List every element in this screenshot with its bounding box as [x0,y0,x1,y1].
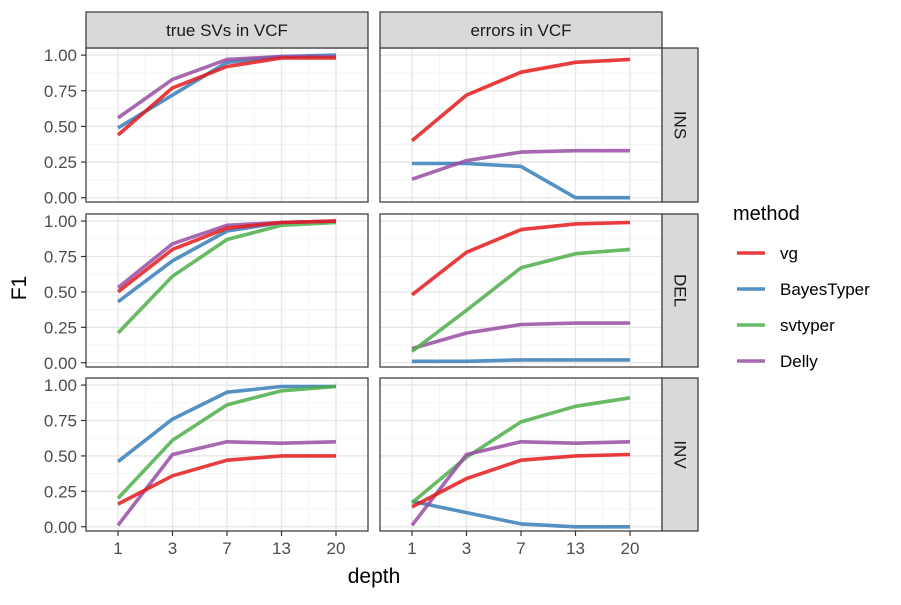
series-line-vg [116,219,337,294]
x-tick-label: 1 [407,539,416,558]
legend-item-svtyper: svtyper [737,316,835,335]
panel-del-errors [379,213,663,368]
y-tick-label: 0.75 [44,412,77,431]
axes-layer: 0.00 0.25 0.50 0.75 1.00 0.00 0.25 0.50 0.75 1.00… [44,46,640,558]
panels-layer [85,47,663,532]
legend-label: Delly [780,352,818,371]
series-line-bayestyper [116,384,336,464]
column-strip [379,11,663,49]
series-line-svtyper [410,396,631,505]
series-line-delly [411,148,630,181]
legend-label: vg [780,244,798,263]
y-tick-label: 1.00 [44,212,77,231]
row-strip [661,377,699,532]
x-axis-label: depth [348,565,401,588]
y-tick-label: 0.00 [44,189,77,208]
x-tick-label: 20 [621,539,640,558]
x-tick-label: 1 [113,539,122,558]
series-line-svtyper [116,384,337,500]
series-line-delly [411,321,630,351]
y-tick-label: 0.75 [44,248,77,267]
series-line-vg [411,452,631,509]
legend: method vg BayesTyper svtyper Delly [733,203,870,371]
column-strip-label: true SVs in VCF [166,21,288,40]
y-tick-label: 0.50 [44,447,77,466]
series-line-svtyper [116,220,337,335]
panel-ins-true-svs [85,47,369,203]
x-tick-label: 20 [327,539,346,558]
legend-item-vg: vg [737,244,798,263]
legend-label: BayesTyper [780,280,870,299]
y-tick-label: 0.00 [44,354,77,373]
y-tick-label: 0.50 [44,117,77,136]
row-strip [661,47,699,203]
legend-item-delly: Delly [737,352,818,371]
x-tick-label: 13 [272,539,291,558]
row-strip-label: INS [671,111,690,139]
y-tick-label: 0.25 [44,482,77,501]
series-line-vg [117,454,336,506]
x-tick-label: 3 [462,539,471,558]
legend-label: svtyper [780,316,835,335]
series-line-vg [116,56,336,137]
row-strip-label: INV [671,440,690,469]
y-tick-label: 1.00 [44,46,77,65]
series-line-delly [410,439,631,527]
panel-del-true-svs [85,213,369,368]
panel-border [85,213,369,368]
x-tick-label: 7 [222,539,231,558]
series-line-bayestyper [411,499,630,529]
x-tick-label: 3 [168,539,177,558]
y-tick-label: 0.50 [44,283,77,302]
y-axis-label: F1 [8,276,31,301]
series-line-vg [410,220,631,297]
series-line-svtyper [410,247,631,353]
facet-strips: true SVs in VCF errors in VCF INS DEL INV [85,11,699,532]
row-strip-label: DEL [671,274,690,307]
y-tick-label: 0.75 [44,82,77,101]
legend-item-bayestyper: BayesTyper [737,280,870,299]
legend-title: method [733,203,800,225]
panel-inv-errors [379,377,663,532]
y-tick-label: 1.00 [44,376,77,395]
series-line-bayestyper [412,358,630,364]
y-tick-label: 0.25 [44,153,77,172]
series-line-bayestyper [412,161,630,200]
x-tick-label: 7 [516,539,525,558]
row-strip [661,213,699,368]
column-strip-label: errors in VCF [470,21,571,40]
series-line-delly [116,439,337,527]
x-tick-label: 13 [566,539,585,558]
y-tick-label: 0.25 [44,318,77,337]
series-line-vg [410,57,631,143]
panel-inv-true-svs [85,377,369,532]
column-strip [85,11,369,49]
panel-ins-errors [379,47,663,203]
y-tick-label: 0.00 [44,518,77,537]
